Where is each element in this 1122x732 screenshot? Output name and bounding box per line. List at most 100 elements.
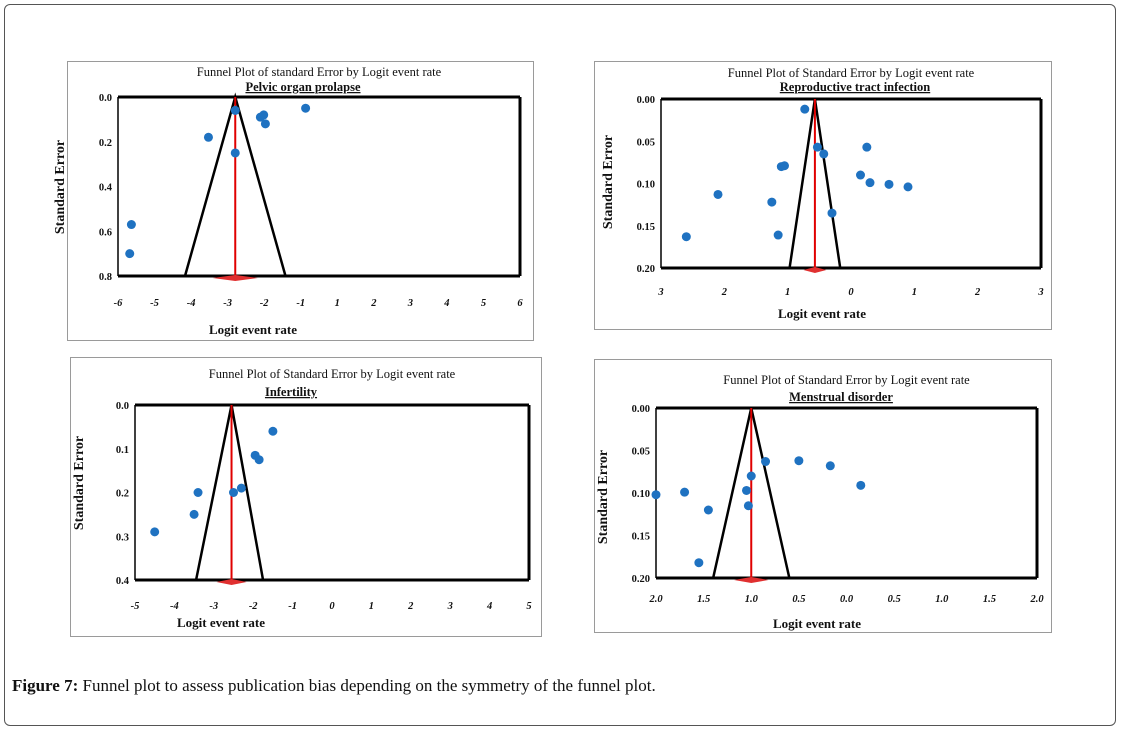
x-tick-label: -4 [187,298,196,309]
figure-frame [4,4,1116,726]
x-tick-label: 3 [657,287,663,298]
y-tick-label: 0.15 [637,222,655,233]
chart-title: Funnel Plot of Standard Error by Logit e… [723,373,970,387]
chart-svg-2: Funnel Plot of Standard Error by Logit e… [72,367,532,630]
x-tick-label: -5 [131,601,140,612]
chart-subtitle: Reproductive tract infection [780,80,930,94]
data-point [865,178,875,188]
x-tick-label: -5 [150,298,159,309]
data-point [856,170,865,180]
x-tick-label: -2 [260,298,269,309]
x-tick-label: 1.0 [935,594,949,605]
x-tick-label: 2 [370,298,377,309]
x-tick-label: 3 [407,298,413,309]
data-point [773,230,783,240]
data-point [189,509,199,519]
summary-diamond [212,275,258,281]
chart-title: Funnel Plot of standard Error by Logit e… [197,65,442,79]
funnel-plot-menstrual-disorder: Funnel Plot of Standard Error by Logit e… [594,359,1052,633]
x-axis-label: Logit event rate [177,615,265,630]
y-axis-label: Standard Error [601,135,616,229]
chart-svg-1: Funnel Plot of Standard Error by Logit e… [601,66,1044,321]
data-point [819,149,829,159]
chart-svg-3: Funnel Plot of Standard Error by Logit e… [596,373,1044,631]
x-tick-label: 2.0 [1029,594,1044,605]
y-axis-label: Standard Error [53,140,68,234]
data-point [743,501,753,511]
y-tick-label: 0.20 [632,574,650,585]
chart-svg-0: Funnel Plot of standard Error by Logit e… [53,65,523,337]
x-tick-label: 0.5 [888,594,901,605]
x-tick-label: 3 [447,601,453,612]
data-point [259,110,269,120]
x-tick-label: 1 [369,601,374,612]
x-tick-label: 4 [486,601,492,612]
data-point [651,490,661,500]
x-tick-label: 6 [517,298,523,309]
y-tick-label: 0.4 [116,576,130,587]
x-axis-label: Logit event rate [778,306,866,321]
data-point [827,208,837,218]
chart-subtitle: Infertility [265,385,318,399]
data-point [150,527,160,537]
x-tick-label: 1.5 [697,594,710,605]
funnel-plot-reproductive-tract-infection: Funnel Plot of Standard Error by Logit e… [594,61,1052,330]
summary-diamond [216,579,247,585]
x-axis-label: Logit event rate [209,322,297,337]
y-tick-label: 0.1 [116,445,129,456]
data-point [780,161,789,171]
chart-subtitle: Menstrual disorder [789,390,893,404]
data-point [254,455,264,465]
chart-title: Funnel Plot of Standard Error by Logit e… [728,66,975,80]
data-point [794,456,804,466]
data-point [694,558,704,568]
y-tick-label: 0.6 [99,227,112,238]
x-tick-label: 0 [848,287,854,298]
data-point [230,148,240,158]
data-point [741,485,751,495]
y-axis-label: Standard Error [72,436,87,530]
y-tick-label: 0.2 [116,489,129,500]
chart-subtitle: Pelvic organ prolapse [245,80,360,94]
data-point [260,119,270,129]
data-point [767,197,777,207]
data-point [126,220,136,230]
x-tick-label: 1 [912,287,917,298]
data-point [746,471,756,481]
funnel-plot-pelvic-organ-prolapse: Funnel Plot of standard Error by Logit e… [53,61,534,341]
x-tick-label: 2 [974,287,981,298]
y-tick-label: 0.15 [632,532,650,543]
data-point [268,426,278,436]
x-tick-label: -3 [209,601,218,612]
y-tick-label: 0.00 [637,95,655,106]
x-tick-label: 5 [526,601,531,612]
data-point [703,505,713,515]
data-point [301,103,311,113]
x-tick-label: 2.0 [648,594,663,605]
y-tick-label: 0.0 [99,93,112,104]
y-tick-label: 0.00 [632,404,650,415]
y-tick-label: 0.0 [116,401,129,412]
x-tick-label: 3 [1037,287,1043,298]
figure-caption: Figure 7: Funnel plot to assess publicat… [12,676,656,696]
x-axis-label: Logit event rate [773,616,861,631]
y-tick-label: 0.10 [637,180,655,191]
summary-diamond [803,267,827,273]
x-tick-label: 1 [335,298,340,309]
x-tick-label: 2 [407,601,414,612]
data-point [713,189,723,199]
data-point [680,487,690,497]
data-point [230,105,240,115]
data-point [229,488,238,497]
y-tick-label: 0.8 [99,272,112,283]
y-tick-label: 0.3 [116,532,129,543]
x-tick-label: 1.0 [745,594,759,605]
chart-title: Funnel Plot of Standard Error by Logit e… [209,367,456,381]
x-tick-label: -3 [223,298,232,309]
data-point [856,480,866,490]
y-tick-label: 0.05 [637,137,655,148]
data-point [862,142,872,152]
x-tick-label: 0.0 [840,594,854,605]
x-tick-label: 4 [443,298,449,309]
x-tick-label: 1.5 [983,594,996,605]
